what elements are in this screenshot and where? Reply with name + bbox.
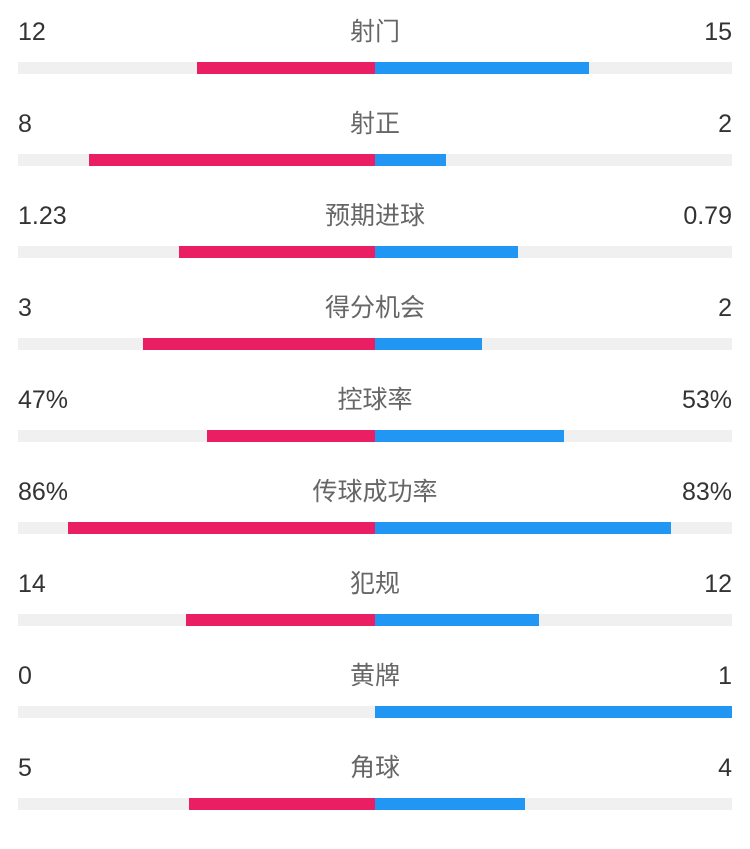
stat-bar (18, 614, 732, 626)
stat-bar-right-half (375, 614, 732, 626)
stat-right-value: 2 (718, 294, 732, 323)
stat-bar (18, 62, 732, 74)
stat-row: 1.23 预期进球 0.79 (18, 196, 732, 258)
stat-right-value: 53% (682, 386, 732, 415)
stat-bar-right-half (375, 798, 732, 810)
stat-left-value: 5 (18, 754, 32, 783)
stat-right-value: 2 (718, 110, 732, 139)
stat-bar-left-half (18, 62, 375, 74)
stat-bar-right-half (375, 338, 732, 350)
stat-label: 预期进球 (67, 196, 684, 232)
stat-bar (18, 154, 732, 166)
stat-bar-left-fill (89, 154, 375, 166)
stat-bar-right-half (375, 246, 732, 258)
stat-bar (18, 246, 732, 258)
stat-bar-right-half (375, 430, 732, 442)
stat-bar-left-fill (197, 62, 376, 74)
stat-label: 控球率 (68, 380, 682, 416)
stat-bar-left-fill (207, 430, 375, 442)
stat-bar-right-fill (375, 62, 589, 74)
stat-header: 12 射门 15 (18, 12, 732, 48)
stat-header: 0 黄牌 1 (18, 656, 732, 692)
stat-header: 47% 控球率 53% (18, 380, 732, 416)
stat-header: 14 犯规 12 (18, 564, 732, 600)
stat-bar-right-fill (375, 706, 732, 718)
stat-header: 5 角球 4 (18, 748, 732, 784)
stat-right-value: 83% (682, 478, 732, 507)
stat-label: 射门 (46, 12, 704, 48)
stat-left-value: 1.23 (18, 202, 67, 231)
stat-left-value: 3 (18, 294, 32, 323)
stat-bar-right-half (375, 62, 732, 74)
stat-bar-right-fill (375, 614, 539, 626)
stat-right-value: 4 (718, 754, 732, 783)
stat-bar-right-half (375, 154, 732, 166)
stat-right-value: 1 (718, 662, 732, 691)
stat-bar-right-fill (375, 522, 671, 534)
stat-left-value: 12 (18, 18, 46, 47)
stat-bar-left-half (18, 522, 375, 534)
stat-label: 角球 (32, 748, 718, 784)
stat-label: 黄牌 (32, 656, 718, 692)
stat-bar-left-fill (186, 614, 375, 626)
stat-right-value: 12 (704, 570, 732, 599)
stat-bar-left-half (18, 338, 375, 350)
stat-bar (18, 798, 732, 810)
stat-bar-right-half (375, 522, 732, 534)
stat-right-value: 15 (704, 18, 732, 47)
stat-label: 射正 (32, 104, 718, 140)
stat-row: 12 射门 15 (18, 12, 732, 74)
stat-bar-left-half (18, 798, 375, 810)
stat-row: 8 射正 2 (18, 104, 732, 166)
stat-bar-right-fill (375, 246, 518, 258)
stat-bar-left-half (18, 246, 375, 258)
stat-left-value: 47% (18, 386, 68, 415)
stat-bar-left-half (18, 706, 375, 718)
stat-header: 8 射正 2 (18, 104, 732, 140)
stat-bar (18, 338, 732, 350)
stat-left-value: 8 (18, 110, 32, 139)
stat-bar-right-fill (375, 430, 564, 442)
stat-left-value: 0 (18, 662, 32, 691)
stat-label: 犯规 (46, 564, 704, 600)
stat-bar-left-half (18, 430, 375, 442)
stat-bar-right-fill (375, 154, 446, 166)
stat-row: 47% 控球率 53% (18, 380, 732, 442)
stat-row: 0 黄牌 1 (18, 656, 732, 718)
stat-bar-left-fill (68, 522, 375, 534)
stat-row: 3 得分机会 2 (18, 288, 732, 350)
stat-header: 86% 传球成功率 83% (18, 472, 732, 508)
stat-bar-left-half (18, 614, 375, 626)
stat-bar-left-half (18, 154, 375, 166)
stat-label: 传球成功率 (68, 472, 682, 508)
stat-bar (18, 522, 732, 534)
stat-row: 14 犯规 12 (18, 564, 732, 626)
stat-left-value: 86% (18, 478, 68, 507)
stat-label: 得分机会 (32, 288, 718, 324)
stat-header: 1.23 预期进球 0.79 (18, 196, 732, 232)
stat-bar-left-fill (189, 798, 375, 810)
stat-bar (18, 706, 732, 718)
stat-row: 5 角球 4 (18, 748, 732, 810)
stat-right-value: 0.79 (683, 202, 732, 231)
stat-bar-left-fill (179, 246, 375, 258)
match-stats-container: 12 射门 15 8 射正 2 1.23 (18, 12, 732, 810)
stat-left-value: 14 (18, 570, 46, 599)
stat-bar-right-half (375, 706, 732, 718)
stat-row: 86% 传球成功率 83% (18, 472, 732, 534)
stat-header: 3 得分机会 2 (18, 288, 732, 324)
stat-bar-right-fill (375, 338, 482, 350)
stat-bar (18, 430, 732, 442)
stat-bar-left-fill (143, 338, 375, 350)
stat-bar-right-fill (375, 798, 525, 810)
